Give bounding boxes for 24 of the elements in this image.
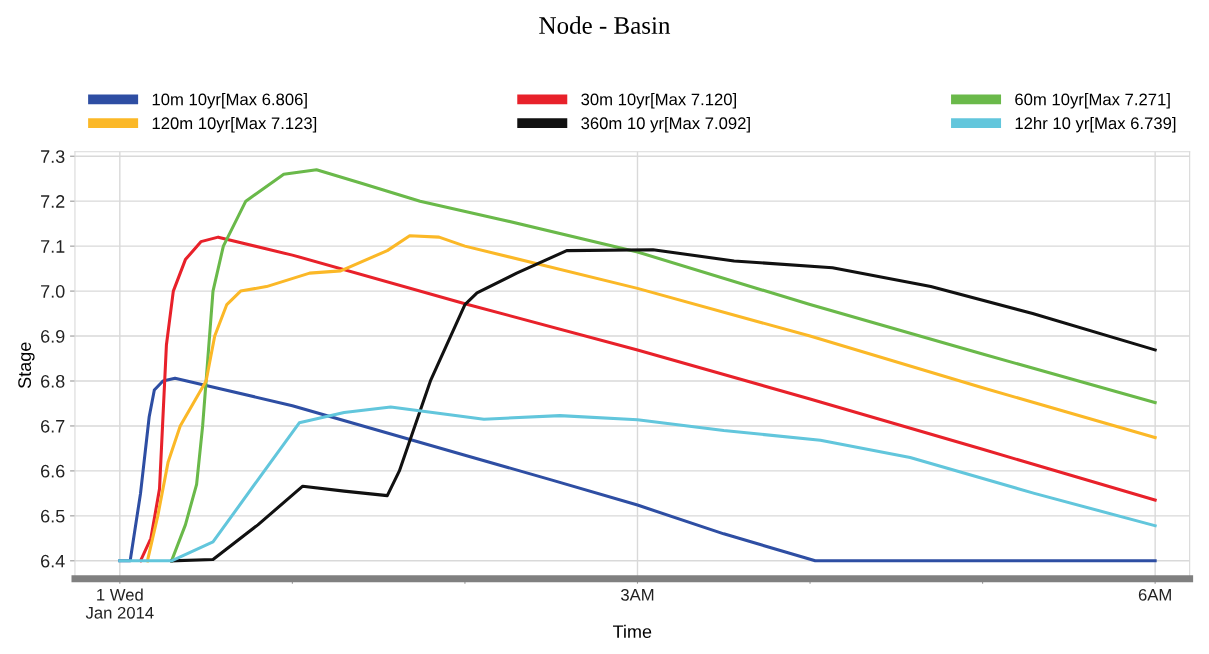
- legend-label: 60m 10yr[Max 7.271]: [1015, 93, 1170, 109]
- legend-label: 12hr 10 yr[Max 6.739]: [1015, 116, 1176, 133]
- x-axis-title: Time: [612, 624, 652, 639]
- x-tick-label: 6AM: [1138, 588, 1171, 601]
- chart-title: Node - Basin: [539, 16, 671, 34]
- legend-label: 120m 10yr[Max 7.123]: [152, 116, 317, 133]
- y-tick-label: 7.2: [41, 195, 65, 208]
- legend-label: 10m 10yr[Max 6.806]: [152, 93, 307, 109]
- y-tick-label: 6.6: [41, 464, 65, 478]
- legend-label: 30m 10yr[Max 7.120]: [581, 93, 736, 109]
- y-axis-title: Stage: [18, 342, 35, 389]
- y-tick-label: 6.7: [41, 419, 65, 433]
- y-tick-label: 6.9: [41, 329, 65, 343]
- y-tick-label: 7.3: [41, 150, 65, 163]
- legend-label: 360m 10 yr[Max 7.092]: [581, 116, 750, 133]
- y-tick-label: 6.4: [41, 554, 65, 568]
- line-series: [118, 405, 1157, 563]
- x-tick-label: 1 Wed Jan 2014: [85, 588, 154, 619]
- y-tick-label: 6.8: [41, 374, 65, 388]
- x-tick-label: 3AM: [620, 588, 654, 601]
- y-tick-label: 7.0: [41, 285, 65, 298]
- y-tick-label: 6.5: [41, 509, 65, 523]
- y-tick-label: 7.1: [41, 240, 65, 253]
- line-series: [170, 168, 1157, 563]
